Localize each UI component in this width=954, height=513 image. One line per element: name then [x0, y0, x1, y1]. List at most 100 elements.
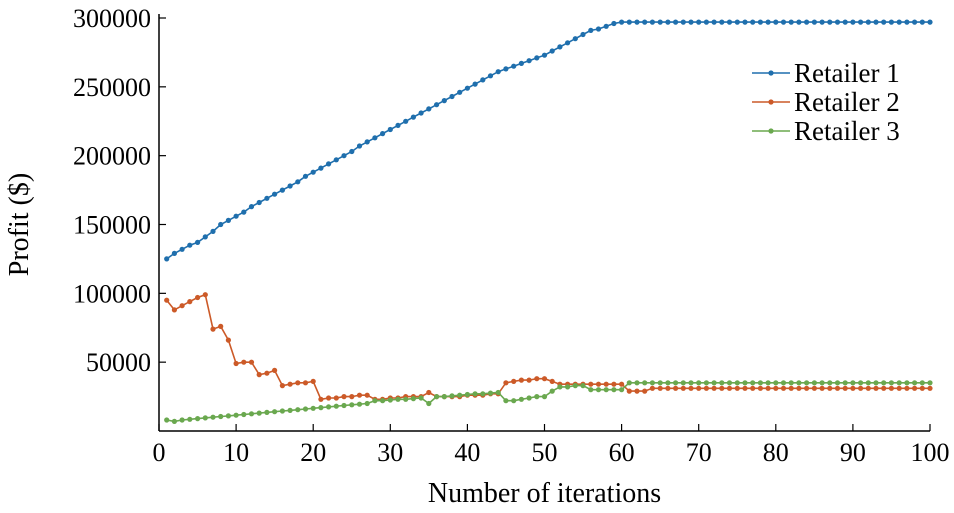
retailer-3-point — [418, 395, 424, 401]
retailer-1-point — [873, 19, 879, 25]
retailer-1-point — [842, 19, 848, 25]
retailer-2-point — [187, 299, 193, 305]
legend-retailer-1-label: Retailer 1 — [794, 58, 900, 88]
retailer-2-point — [842, 385, 848, 391]
retailer-1-point — [757, 19, 764, 25]
retailer-2-point — [541, 376, 548, 382]
retailer-1-point — [904, 19, 910, 25]
retailer-1-point — [788, 19, 794, 25]
retailer-1-point — [680, 19, 686, 25]
retailer-1-point — [588, 27, 594, 33]
retailer-2-point — [202, 292, 208, 298]
retailer-3-point — [904, 380, 910, 386]
retailer-3-point — [449, 393, 455, 399]
retailer-2-point — [773, 385, 779, 391]
retailer-1-point — [703, 19, 710, 25]
retailer-1-point — [665, 19, 671, 25]
retailer-3-point — [210, 414, 216, 420]
retailer-2-point — [364, 392, 370, 398]
retailer-2-point — [665, 385, 671, 391]
retailer-3-point — [827, 380, 833, 386]
retailer-1-point — [626, 19, 632, 25]
retailer-2-point — [210, 326, 216, 332]
x-tick-label: 20 — [300, 438, 326, 467]
retailer-1-point — [850, 19, 856, 25]
retailer-2-point — [310, 378, 316, 384]
retailer-2-line — [166, 293, 930, 401]
retailer-2-point — [302, 380, 309, 386]
retailer-1-point — [673, 19, 679, 25]
legend-retailer-2-label: Retailer 2 — [794, 87, 900, 117]
retailer-2-point — [881, 385, 887, 391]
legend-retailer-3-label: Retailer 3 — [794, 116, 900, 146]
retailer-2-point — [349, 394, 355, 400]
retailer-3-point — [380, 398, 386, 404]
retailer-3-point — [341, 402, 347, 409]
retailer-3-point — [518, 396, 525, 402]
retailer-1-point — [541, 52, 548, 58]
retailer-2-point — [272, 367, 278, 373]
retailer-2-point — [233, 360, 239, 367]
retailer-3-point — [403, 396, 409, 402]
retailer-1-point — [919, 19, 925, 25]
retailer-3-point — [495, 389, 501, 396]
retailer-3-point — [757, 380, 764, 386]
retailer-1-point — [233, 213, 239, 219]
retailer-1-point — [827, 19, 833, 25]
retailer-2-point — [757, 385, 764, 391]
retailer-3-point — [256, 410, 262, 416]
retailer-2-point — [780, 385, 787, 391]
retailer-3-point — [441, 394, 447, 400]
retailer-3-point — [534, 394, 540, 400]
retailer-2-point — [680, 385, 686, 391]
retailer-3-point — [310, 405, 316, 411]
retailer-3-point — [302, 406, 309, 412]
retailer-3-point — [873, 380, 879, 386]
retailer-1-point — [719, 19, 725, 25]
retailer-3-point — [665, 380, 671, 386]
retailer-1-point — [349, 148, 355, 155]
retailer-1-point — [511, 63, 517, 69]
legend-retailer-2-marker — [768, 99, 774, 105]
retailer-2-point — [796, 385, 802, 391]
retailer-2-point — [811, 385, 818, 391]
retailer-3-point — [387, 397, 393, 403]
x-tick-label: 0 — [153, 438, 166, 467]
y-tick-label: 100000 — [73, 279, 151, 308]
retailer-1-point — [272, 191, 278, 197]
retailer-3-point — [773, 380, 779, 386]
retailer-3-point — [850, 380, 856, 386]
retailer-3-point — [696, 380, 702, 386]
retailer-2-point — [248, 359, 255, 365]
retailer-3-point — [588, 387, 594, 393]
retailer-2-point — [642, 388, 648, 394]
retailer-2-point — [850, 385, 856, 391]
retailer-2-point — [919, 385, 925, 391]
retailer-3-point — [195, 416, 201, 422]
retailer-3-point — [919, 380, 925, 386]
retailer-3-point — [673, 380, 679, 386]
retailer-1-point — [202, 234, 208, 240]
retailer-3-point — [912, 380, 918, 386]
retailer-1-point — [518, 60, 525, 66]
x-axis-title: Number of iterations — [428, 478, 661, 509]
retailer-3-point — [326, 404, 332, 410]
retailer-1-point — [364, 139, 370, 145]
retailer-1-point — [256, 199, 262, 206]
retailer-2-point — [742, 385, 748, 391]
retailer-1-point — [780, 19, 787, 25]
retailer-3-point — [842, 380, 848, 386]
retailer-3-point — [434, 394, 440, 400]
retailer-3-point — [264, 409, 270, 415]
retailer-3-point — [241, 411, 247, 418]
y-tick-label: 300000 — [73, 4, 151, 33]
retailer-2-point — [711, 385, 717, 391]
retailer-2-point — [873, 385, 879, 391]
retailer-1-point — [326, 161, 332, 167]
retailer-1-point — [164, 256, 170, 262]
retailer-3-point — [780, 380, 787, 386]
retailer-2-point — [726, 385, 733, 391]
retailer-3-point — [272, 409, 278, 415]
retailer-1-point — [811, 19, 818, 25]
retailer-3-point — [202, 415, 208, 421]
